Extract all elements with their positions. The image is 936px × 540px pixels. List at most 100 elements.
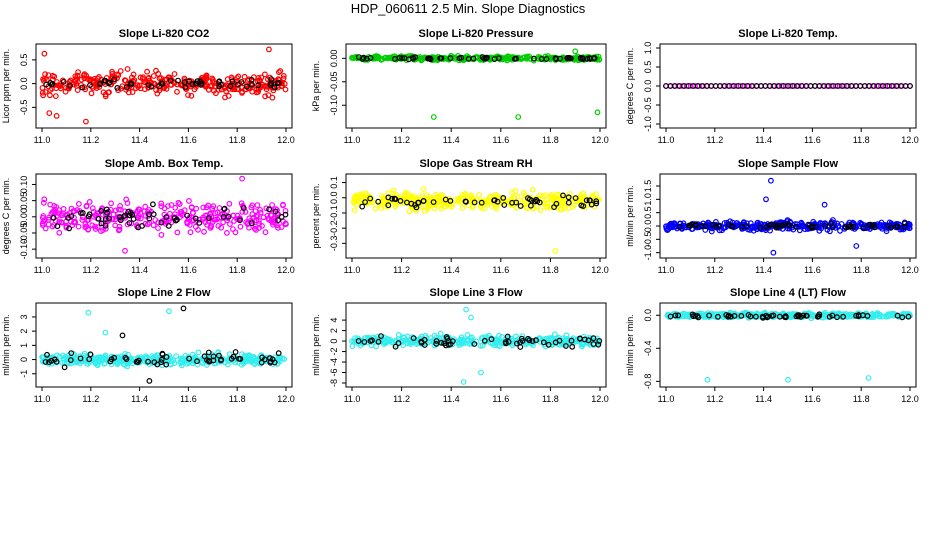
data-point: [438, 339, 445, 346]
data-point: [115, 206, 122, 213]
data-point: [403, 196, 410, 203]
data-point: [186, 221, 193, 228]
data-point: [424, 55, 431, 62]
data-point: [468, 314, 474, 321]
data-point: [692, 221, 699, 228]
data-point: [253, 86, 260, 93]
x-tick-label: 11.2: [393, 265, 410, 275]
data-point: [850, 223, 857, 230]
data-point: [227, 83, 234, 90]
plot-frame: [659, 302, 917, 388]
data-point: [234, 75, 241, 81]
y-tick-label: -0.4: [643, 341, 653, 357]
data-point: [165, 308, 172, 315]
data-point: [205, 349, 212, 356]
data-point: [477, 342, 484, 349]
data-point: [248, 76, 255, 83]
data-point: [433, 338, 440, 344]
data-point: [853, 312, 859, 319]
data-point: [591, 54, 598, 61]
data-point: [87, 351, 94, 358]
x-tick-label: 11.8: [542, 135, 559, 145]
x-tick-label: 11.6: [180, 135, 197, 145]
data-point: [687, 222, 694, 229]
data-point: [244, 77, 251, 84]
y-axis-label: ml/min per min.: [311, 314, 321, 376]
data-point: [163, 76, 170, 83]
data-point: [675, 312, 682, 319]
data-point: [378, 204, 385, 211]
data-point: [92, 359, 99, 366]
data-point: [97, 80, 103, 87]
data-point: [410, 335, 417, 342]
data-point: [52, 209, 58, 216]
data-point: [378, 333, 384, 340]
data-point: [111, 76, 117, 83]
data-point: [712, 313, 718, 320]
data-point: [816, 311, 823, 318]
data-point: [192, 223, 199, 230]
data-point: [860, 225, 867, 232]
data-point: [180, 305, 187, 312]
data-point: [476, 192, 483, 198]
data-point: [163, 354, 170, 360]
data-point: [509, 189, 515, 196]
data-point: [770, 312, 777, 319]
data-point: [578, 202, 585, 209]
data-point: [198, 81, 205, 88]
data-point: [163, 216, 170, 223]
data-point: [184, 212, 191, 219]
data-point: [229, 226, 236, 233]
data-point: [447, 55, 454, 62]
chart-panel-9: Slope Line 4 (LT) Flow ml/min per min. 11.…: [625, 287, 919, 404]
data-point: [142, 203, 149, 210]
x-tick-label: 11.6: [492, 135, 509, 145]
data-point: [40, 222, 46, 229]
data-point: [822, 220, 828, 227]
data-point: [223, 229, 230, 236]
data-point: [785, 221, 792, 227]
data-point: [463, 306, 470, 313]
x-tick-label: 11.4: [443, 394, 460, 404]
data-point: [86, 359, 93, 366]
data-point: [237, 356, 244, 362]
data-point: [471, 199, 478, 206]
data-point: [802, 226, 808, 233]
data-point: [40, 218, 47, 225]
data-point: [89, 205, 96, 212]
data-point: [49, 81, 56, 87]
data-point: [847, 223, 854, 230]
y-axis-label: ml/min per min.: [625, 185, 635, 247]
data-point: [67, 357, 74, 364]
data-point: [60, 78, 67, 85]
data-point: [593, 200, 600, 207]
data-point: [255, 82, 262, 89]
data-point: [237, 223, 244, 230]
data-point: [178, 357, 185, 364]
plot-frame: [345, 173, 607, 259]
data-point: [565, 199, 572, 206]
x-tick-label: 11.4: [131, 135, 148, 145]
data-point: [385, 194, 392, 201]
data-point: [188, 204, 195, 211]
data-point: [422, 207, 428, 214]
series-means: [356, 54, 598, 63]
data-point: [173, 216, 180, 223]
data-point: [207, 224, 214, 231]
data-point: [551, 195, 558, 201]
data-point: [500, 194, 507, 201]
y-tick-label: 0.0: [643, 220, 653, 233]
data-point: [165, 222, 172, 229]
data-point: [72, 77, 79, 83]
data-point: [552, 248, 559, 254]
data-point: [803, 312, 810, 319]
data-point: [145, 82, 152, 88]
data-point: [785, 376, 791, 383]
data-point: [280, 202, 286, 209]
data-point: [816, 224, 822, 231]
data-point: [679, 313, 685, 320]
series-slopes: [663, 177, 913, 256]
data-point: [274, 207, 280, 214]
panel-title: Slope Li-820 CO2: [119, 28, 209, 40]
x-tick-label: 11.2: [82, 135, 99, 145]
